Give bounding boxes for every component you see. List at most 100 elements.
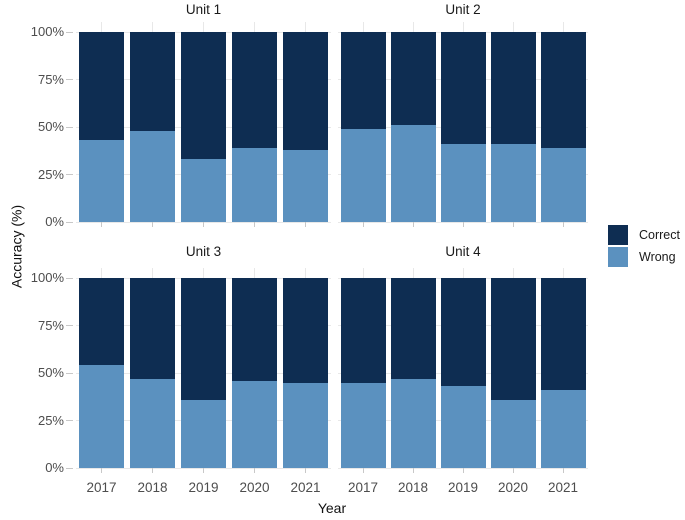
bar-unit-1-2020-segment-correct: [232, 32, 277, 148]
bar-unit-4-2017-segment-correct: [340, 278, 386, 383]
y-tick-label-50: 50%: [37, 365, 64, 380]
bar-unit-4-2019-segment-wrong: [440, 386, 486, 468]
bar-unit-3-2018-segment-wrong: [130, 378, 175, 468]
legend-key-correct-swatch: [608, 225, 628, 245]
y-tick-75: [66, 325, 73, 326]
x-tick-label-unit-4-2018: 2018: [397, 480, 429, 495]
x-tick-unit-2-2018: [412, 222, 414, 227]
x-tick-label-unit-4-2020: 2020: [497, 480, 529, 495]
x-tick-unit-4-2020: [512, 468, 514, 473]
x-tick-unit-4-2021: [562, 468, 564, 473]
bar-unit-1-2017-segment-correct: [79, 32, 124, 141]
x-tick-unit-4-2017: [362, 468, 364, 473]
bar-unit-3-2020-segment-wrong: [232, 380, 277, 468]
x-tick-unit-3-2018: [152, 468, 153, 473]
x-tick-unit-1-2018: [152, 222, 153, 227]
bar-unit-1-2021-segment-correct: [283, 32, 328, 150]
y-tick-0: [66, 467, 73, 469]
y-tick-label-25: 25%: [37, 412, 64, 428]
bar-unit-4-2019-segment-correct: [440, 278, 486, 387]
x-axis-title: Year: [317, 500, 347, 516]
legend-row-wrong: Wrong: [608, 247, 680, 267]
bar-unit-2-2021-segment-wrong: [540, 147, 586, 222]
facet-title-unit-2: Unit 2: [445, 2, 481, 17]
bar-unit-3-2017-segment-wrong: [79, 365, 124, 468]
legend: Correct Wrong: [608, 225, 680, 269]
bar-unit-3-2019-segment-correct: [181, 278, 226, 400]
bar-unit-4-2021-segment-wrong: [540, 390, 586, 468]
y-tick-label-25: 25%: [37, 166, 64, 182]
x-tick-unit-4-2019: [462, 468, 464, 473]
x-tick-label-unit-3-2021: 2021: [290, 480, 321, 495]
bar-unit-4-2020-segment-correct: [490, 278, 536, 400]
bar-unit-2-2020-segment-wrong: [490, 144, 536, 222]
x-tick-unit-1-2020: [254, 222, 255, 227]
bar-unit-4-2020-segment-wrong: [490, 399, 536, 468]
y-tick-label-100: 100%: [30, 24, 64, 39]
x-tick-label-unit-4-2021: 2021: [547, 480, 579, 495]
bar-unit-2-2017-segment-correct: [340, 32, 386, 129]
bar-unit-2-2020-segment-correct: [490, 32, 536, 145]
x-tick-unit-3-2017: [101, 468, 102, 473]
bar-unit-4-2018-segment-correct: [390, 278, 436, 379]
facet-panel-unit-1: [76, 22, 331, 227]
y-tick-100: [66, 277, 73, 279]
bar-unit-2-2017-segment-wrong: [340, 128, 386, 222]
bar-unit-2-2018-segment-wrong: [390, 125, 436, 222]
bar-unit-3-2019-segment-wrong: [181, 399, 226, 468]
bar-unit-4-2021-segment-correct: [540, 278, 586, 391]
bar-unit-3-2017-segment-correct: [79, 278, 124, 366]
facet-panel-unit-2: [338, 22, 588, 227]
x-tick-label-unit-3-2019: 2019: [188, 480, 219, 495]
y-tick-label-100: 100%: [30, 270, 64, 285]
bar-unit-2-2019-segment-wrong: [440, 144, 486, 222]
legend-label-wrong: Wrong: [639, 250, 676, 264]
bar-unit-1-2019-segment-wrong: [181, 159, 226, 222]
y-tick-0: [66, 221, 73, 223]
x-tick-unit-1-2019: [203, 222, 204, 227]
bar-unit-2-2019-segment-correct: [440, 32, 486, 145]
y-tick-100: [66, 31, 73, 33]
y-tick-25: [66, 420, 73, 421]
y-tick-75: [66, 79, 73, 80]
x-tick-label-unit-3-2018: 2018: [137, 480, 168, 495]
bar-unit-4-2017-segment-wrong: [340, 382, 386, 468]
x-tick-unit-2-2017: [362, 222, 364, 227]
bar-unit-1-2017-segment-wrong: [79, 140, 124, 222]
x-tick-unit-1-2021: [305, 222, 306, 227]
x-tick-label-unit-3-2017: 2017: [86, 480, 117, 495]
x-tick-unit-2-2019: [462, 222, 464, 227]
y-tick-label-75: 75%: [37, 71, 64, 87]
y-tick-50: [66, 126, 73, 128]
bar-unit-4-2018-segment-wrong: [390, 378, 436, 468]
x-tick-unit-3-2020: [254, 468, 255, 473]
facet-title-unit-1: Unit 1: [185, 2, 222, 17]
y-tick-label-50: 50%: [37, 119, 64, 134]
bar-unit-1-2019-segment-correct: [181, 32, 226, 160]
y-tick-label-75: 75%: [37, 317, 64, 333]
bar-unit-1-2021-segment-wrong: [283, 149, 328, 222]
facet-title-unit-3: Unit 3: [185, 244, 222, 259]
y-tick-50: [66, 372, 73, 374]
x-tick-label-unit-3-2020: 2020: [239, 480, 270, 495]
legend-label-correct: Correct: [639, 228, 680, 242]
bar-unit-2-2021-segment-correct: [540, 32, 586, 148]
facet-title-unit-4: Unit 4: [445, 244, 481, 259]
bar-unit-3-2020-segment-correct: [232, 278, 277, 381]
facet-panel-unit-4: [338, 268, 588, 473]
legend-row-correct: Correct: [608, 225, 680, 245]
bar-unit-1-2018-segment-wrong: [130, 130, 175, 222]
bar-unit-3-2021-segment-wrong: [283, 382, 328, 468]
bar-unit-3-2018-segment-correct: [130, 278, 175, 379]
x-tick-unit-3-2021: [305, 468, 306, 473]
x-tick-label-unit-4-2017: 2017: [347, 480, 379, 495]
facet-panel-unit-3: [76, 268, 331, 473]
y-tick-25: [66, 174, 73, 175]
bar-unit-1-2020-segment-wrong: [232, 147, 277, 222]
bar-unit-3-2021-segment-correct: [283, 278, 328, 383]
x-tick-unit-3-2019: [203, 468, 204, 473]
legend-key-wrong-swatch: [608, 247, 628, 267]
x-tick-unit-2-2020: [512, 222, 514, 227]
